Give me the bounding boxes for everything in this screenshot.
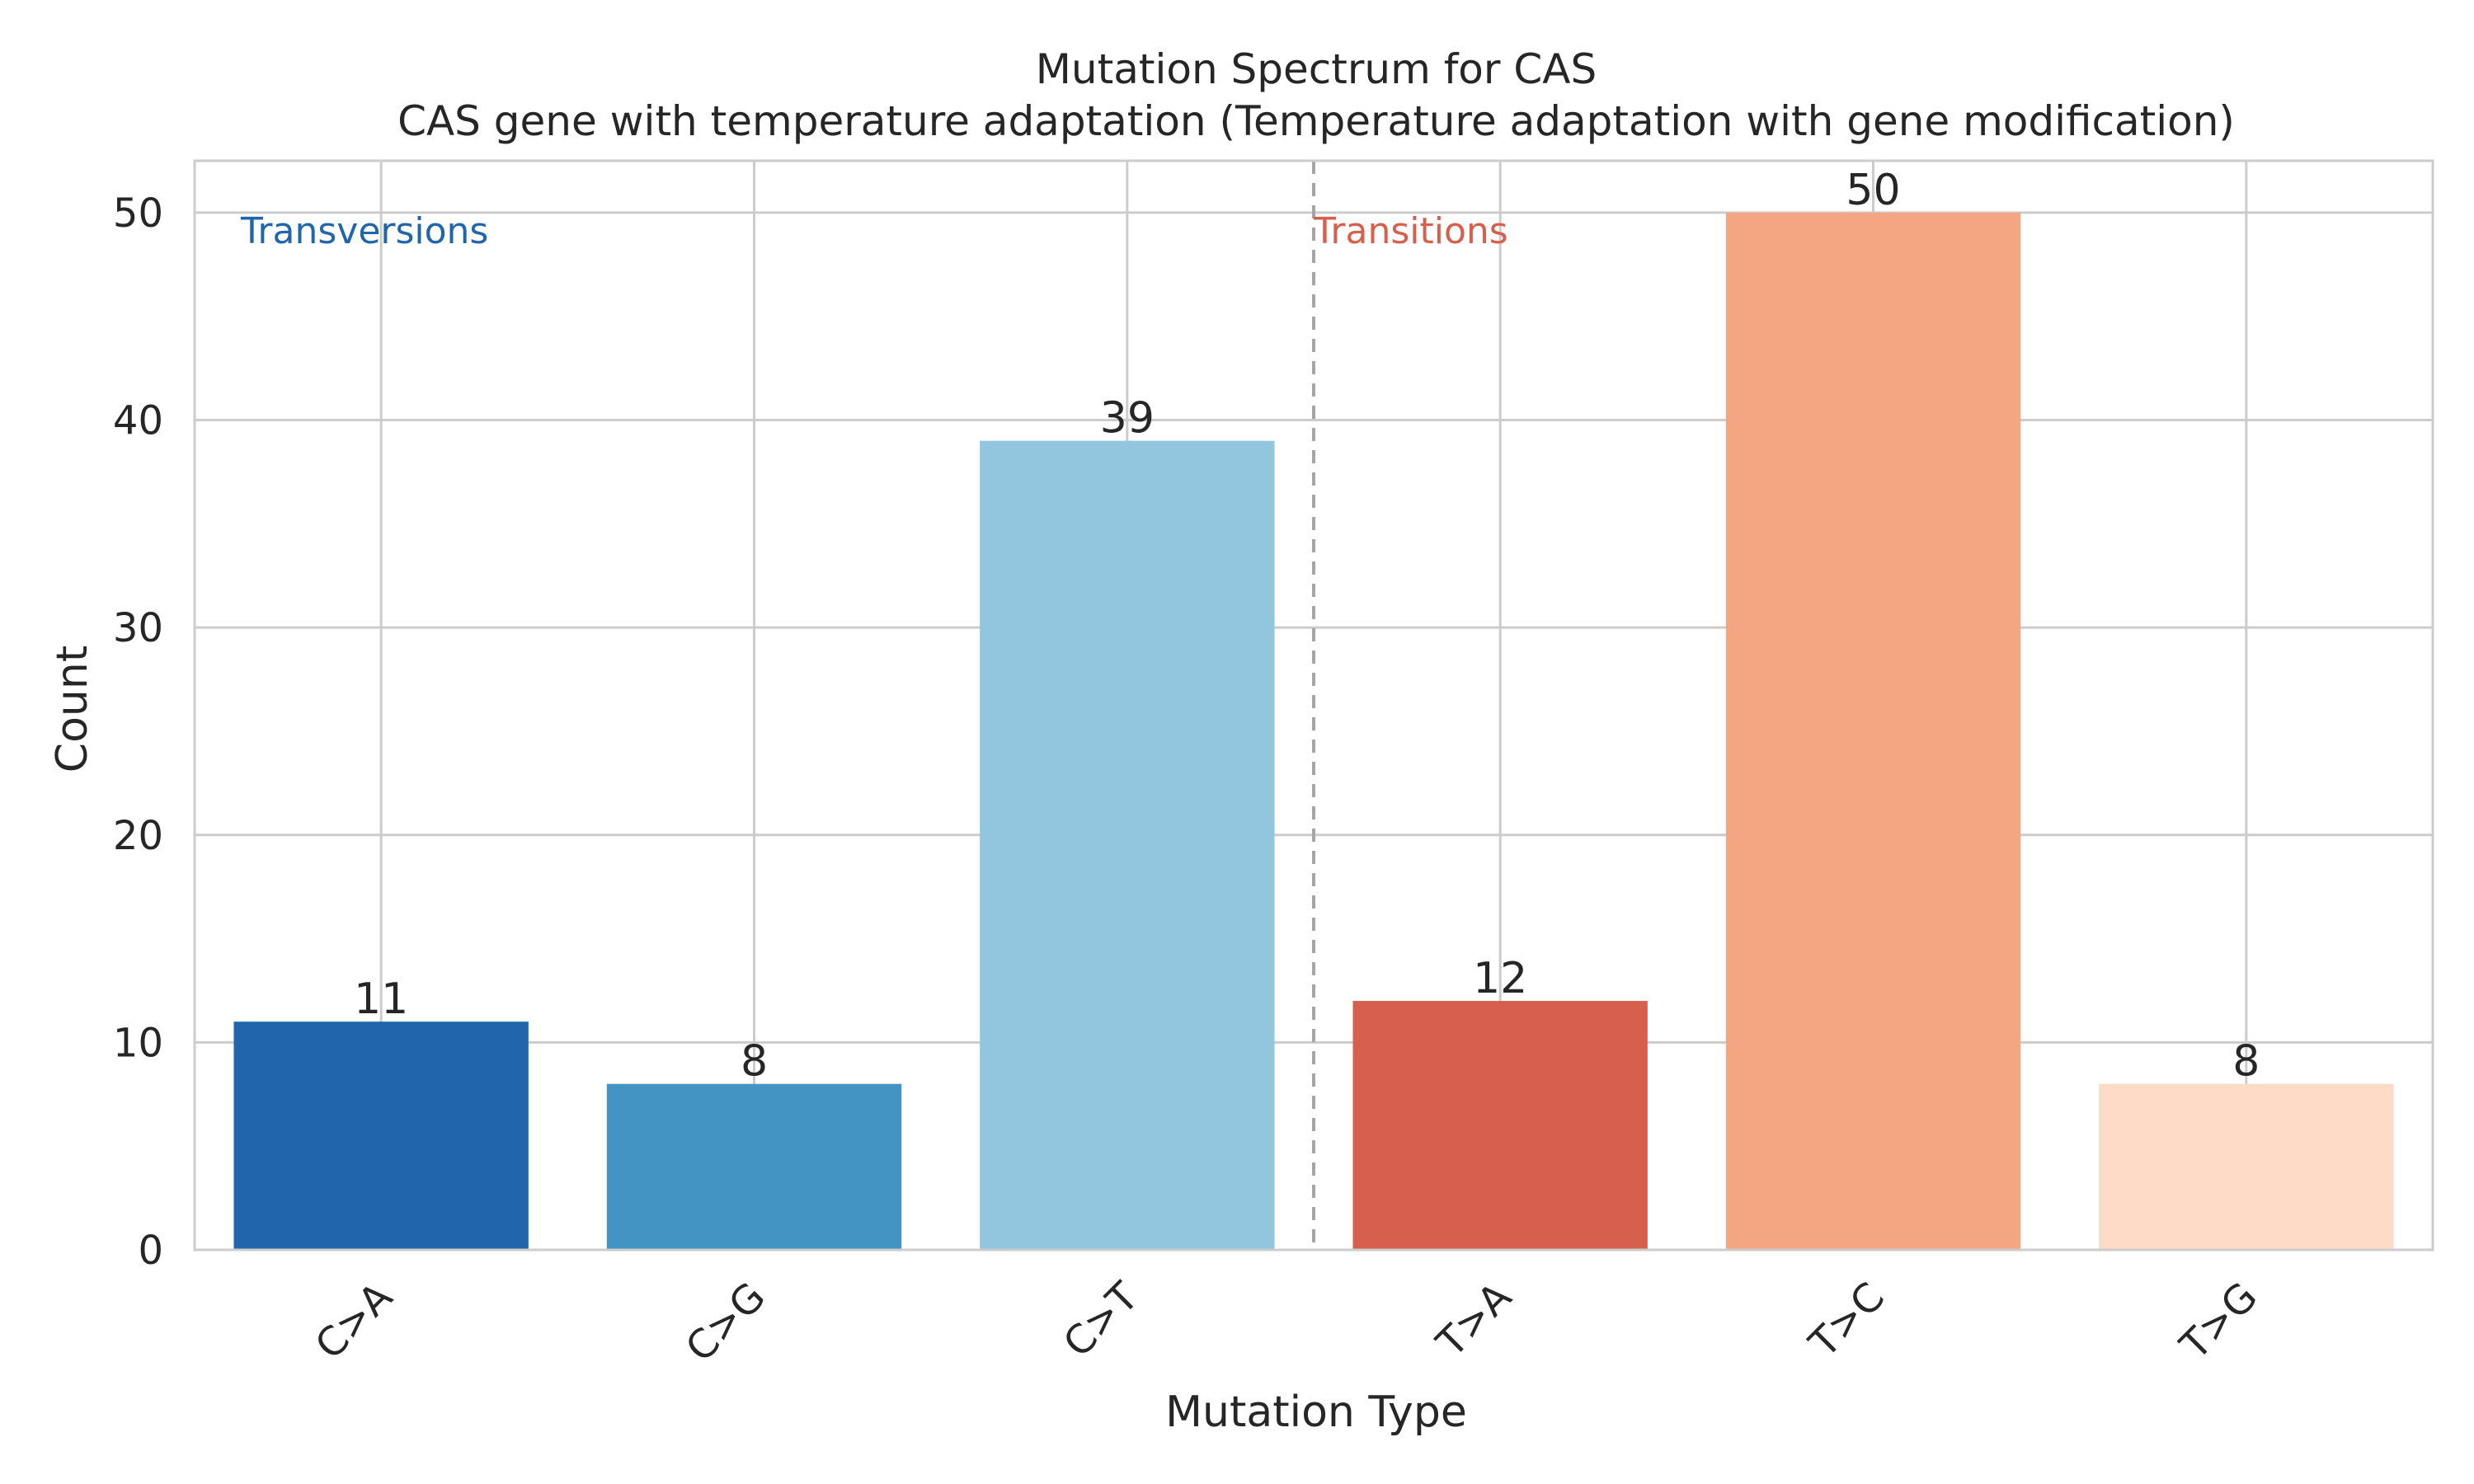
chart-subtitle: CAS gene with temperature adaptation (Te… (397, 97, 2235, 145)
y-tick-label: 10 (113, 1020, 163, 1066)
y-tick-label: 50 (113, 190, 163, 237)
bar (2099, 1083, 2394, 1250)
y-tick-label: 40 (113, 398, 163, 444)
y-tick-label: 30 (113, 605, 163, 651)
y-axis-label: Count (48, 646, 97, 773)
bar-value-label: 39 (1100, 394, 1155, 444)
y-tick-labels: 0 10 20 30 40 50 (113, 190, 163, 1274)
bar-value-label: 12 (1473, 954, 1527, 1003)
bar (233, 1021, 529, 1250)
y-tick-label: 0 (138, 1228, 163, 1274)
plot-frame (193, 159, 2434, 1252)
bars (233, 212, 2394, 1250)
bar (1725, 212, 2021, 1250)
y-tick-label: 20 (113, 813, 163, 859)
annotation-transversions: Transversions (240, 210, 488, 252)
bar-value-label: 50 (1846, 166, 1900, 215)
bar-value-label: 11 (354, 974, 408, 1024)
bar-value-label: 8 (2232, 1037, 2260, 1087)
bar-value-label: 8 (741, 1037, 768, 1087)
annotation-transitions: Transitions (1313, 210, 1508, 252)
x-axis-label: Mutation Type (1165, 1388, 1467, 1437)
bar (1352, 1001, 1648, 1250)
bar (606, 1083, 902, 1250)
chart-title: Mutation Spectrum for CAS (1036, 45, 1597, 93)
data-labels: 11 8 39 12 50 8 (354, 166, 2260, 1087)
annotations: Transversions Transitions (240, 210, 1508, 252)
bar (980, 440, 1275, 1250)
